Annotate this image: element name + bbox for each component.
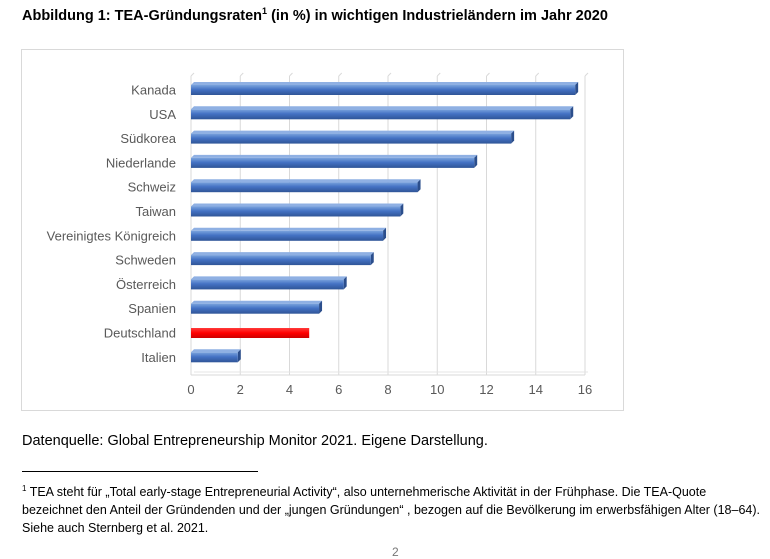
bar-side-face (474, 154, 478, 168)
gridline-depth (289, 72, 293, 77)
tick-label: 0 (187, 382, 194, 397)
category-labels: Kanada USA Südkorea Niederlande Schweiz Taiwa… (47, 83, 177, 365)
bar-side-face (319, 300, 323, 314)
footnote-ref: 1 (262, 6, 268, 17)
tick-label: 2 (237, 382, 244, 397)
category-label: Deutschland (104, 326, 176, 341)
tick-label: 6 (335, 382, 342, 397)
category-label: Niederlande (106, 155, 176, 170)
bar-top-face (191, 130, 515, 134)
bar-side-face (570, 106, 574, 120)
bar-taiwan (191, 203, 404, 217)
figure-title: Abbildung 1: TEA-Gründungsraten1 (in %) … (22, 6, 608, 24)
x-axis-ticks: 0 2 4 6 8 10 12 14 16 (187, 382, 592, 397)
bar-top-face (191, 276, 347, 280)
bar-österreich (191, 276, 347, 290)
category-label: Schweden (115, 253, 176, 268)
tick-label: 14 (529, 382, 543, 397)
bar-spanien (191, 300, 323, 314)
bar-vereinigtes-königreich (191, 227, 387, 241)
gridline-depth (436, 72, 441, 77)
bar-top-face (191, 154, 478, 158)
footnote-text: TEA steht für „Total early-stage Entrepr… (22, 485, 760, 535)
bar-chart: Kanada USA Südkorea Niederlande Schweiz Taiwa… (47, 72, 592, 397)
gridline-depth (190, 72, 195, 77)
category-label: Südkorea (120, 131, 176, 146)
bar-front-face (191, 109, 571, 120)
bar-side-face (511, 130, 515, 144)
bar-deutschland (191, 328, 310, 338)
bar-top-face (191, 252, 374, 256)
tick-label: 10 (430, 382, 444, 397)
bar-niederlande (191, 154, 478, 168)
gridline-depth (387, 72, 392, 77)
page-number: 2 (392, 545, 399, 559)
bar-side-face (383, 227, 387, 241)
bar-front-face (191, 206, 401, 217)
bar-südkorea (191, 130, 515, 144)
bar-top-face (191, 179, 421, 183)
bar-top-face (191, 227, 387, 231)
category-label: USA (149, 107, 176, 122)
bar-front-face (191, 303, 320, 314)
tick-label: 8 (384, 382, 391, 397)
bar-side-face (400, 203, 404, 217)
bar-front-face (191, 279, 344, 290)
bar-italien (191, 349, 241, 363)
bar-side-face (575, 82, 579, 95)
category-label: Schweiz (128, 180, 176, 195)
bar-schweiz (191, 179, 421, 193)
footnote-separator (22, 471, 258, 472)
bar-front-face (191, 85, 576, 95)
category-label: Kanada (131, 83, 177, 98)
bar-top-face (191, 106, 574, 110)
bar-kanada (191, 82, 579, 95)
bar-schweden (191, 252, 374, 266)
category-label: Österreich (116, 277, 176, 292)
tick-label: 16 (578, 382, 592, 397)
bar-front-face (191, 352, 238, 363)
bar-front-face (191, 255, 371, 266)
category-label: Taiwan (136, 204, 176, 219)
gridlines (190, 72, 589, 376)
footnote-marker: 1 (22, 483, 27, 493)
gridline-depth (338, 72, 343, 77)
bar-front-face (191, 328, 310, 338)
category-label: Vereinigtes Königreich (47, 228, 176, 243)
bar-front-face (191, 182, 418, 193)
bar-side-face (237, 349, 241, 363)
tick-label: 12 (479, 382, 493, 397)
bar-front-face (191, 157, 475, 168)
source-note: Datenquelle: Global Entrepreneurship Mon… (22, 433, 488, 449)
chart-area: Kanada USA Südkorea Niederlande Schweiz Taiwa… (21, 49, 624, 411)
bar-side-face (343, 276, 347, 290)
footnote: 1 TEA steht für „Total early-stage Entre… (22, 483, 767, 537)
gridline-depth (486, 72, 490, 77)
bar-top-face (191, 203, 404, 207)
bar-front-face (191, 230, 384, 241)
bar-top-face (191, 300, 323, 304)
gridline-depth (535, 72, 540, 77)
bar-side-face (370, 252, 374, 266)
gridline-depth (584, 72, 589, 77)
bars (191, 82, 579, 363)
bar-front-face (191, 133, 512, 144)
gridline-depth (239, 72, 244, 77)
category-label: Italien (141, 350, 176, 365)
category-label: Spanien (128, 301, 176, 316)
bar-top-face (191, 349, 241, 353)
bar-top-face (191, 82, 579, 85)
tick-label: 4 (286, 382, 293, 397)
bar-usa (191, 106, 574, 120)
bar-side-face (417, 179, 421, 193)
